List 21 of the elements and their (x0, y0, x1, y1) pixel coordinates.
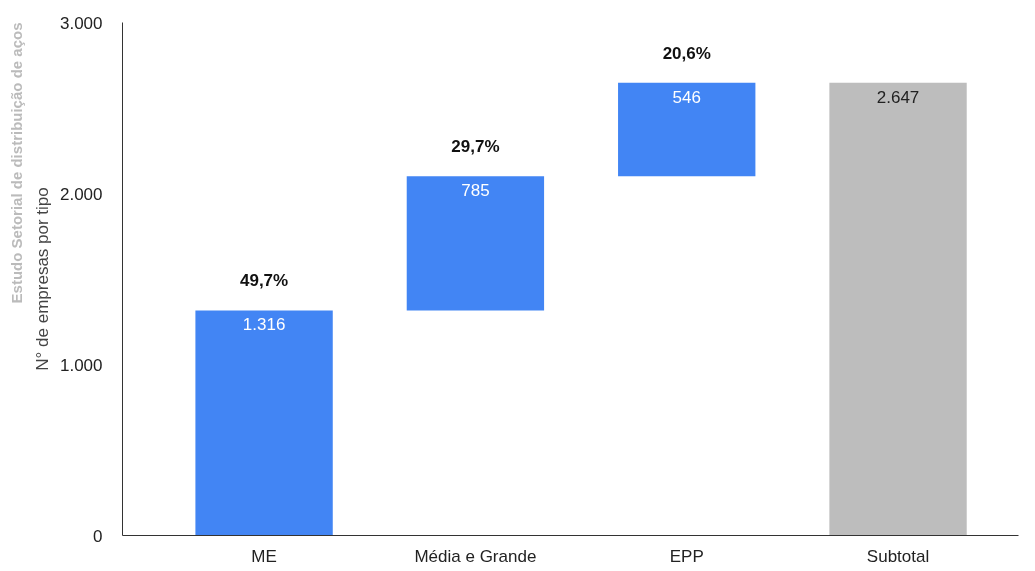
y-tick-label: 3.000 (59, 13, 103, 33)
y-tick-label: 2.000 (59, 184, 103, 204)
data-label: 2.647 (876, 87, 920, 107)
annotation: 29,7% (451, 137, 500, 157)
data-label: 1.316 (242, 315, 286, 335)
x-tick-label: ME (251, 546, 277, 566)
annotation: 20,6% (662, 43, 711, 63)
x-tick-label: Média e Grande (414, 546, 537, 566)
y-tick-label: 0 (93, 526, 103, 546)
bar (829, 82, 967, 536)
bar (618, 82, 756, 177)
x-tick-label: EPP (669, 546, 704, 566)
annotation: 49,7% (239, 271, 289, 291)
data-label: 785 (461, 181, 490, 201)
y-tick-label: 1.000 (59, 355, 103, 375)
bar (406, 176, 545, 311)
bar (195, 310, 333, 536)
y-axis-title: N° de empresas por tipo (32, 187, 52, 371)
text: Estudo Setorial de distribuição de aços (7, 22, 25, 304)
x-tick-label: Subtotal (866, 546, 930, 566)
data-label: 546 (672, 87, 701, 107)
